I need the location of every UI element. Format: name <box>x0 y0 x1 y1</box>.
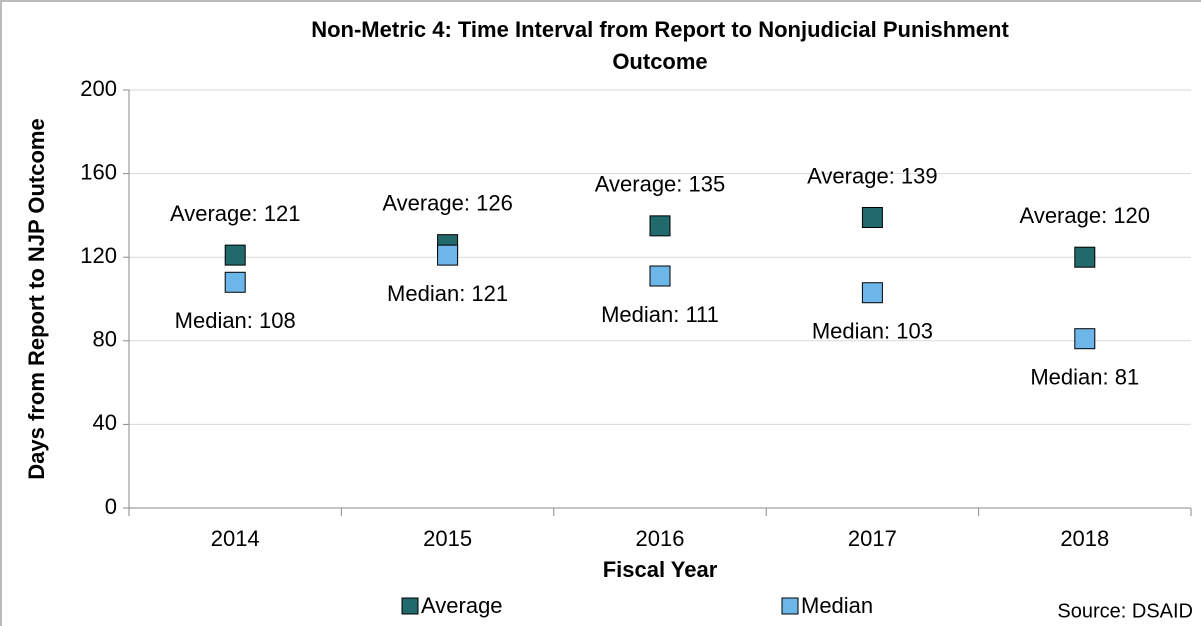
y-tick-label: 200 <box>80 76 117 101</box>
y-tick-label: 0 <box>105 494 117 519</box>
x-tick-label: 2017 <box>848 526 897 551</box>
marker <box>861 206 883 228</box>
data-label: Median: 103 <box>812 319 933 344</box>
source: Source: DSAID <box>1057 600 1193 622</box>
data-label: Median: 81 <box>1030 365 1139 390</box>
x-axis-title: Fiscal Year <box>603 557 718 582</box>
chart-title-line: Outcome <box>612 49 707 74</box>
legend-swatch <box>401 597 419 615</box>
data-label: Average: 126 <box>382 190 512 215</box>
y-tick-label: 120 <box>80 243 117 268</box>
marker <box>1074 328 1096 350</box>
marker <box>861 282 883 304</box>
marker <box>437 244 459 266</box>
x-tick-label: 2015 <box>423 526 472 551</box>
chart-title: Non-Metric 4: Time Interval from Report … <box>311 17 1009 74</box>
x-tick-label: 2016 <box>636 526 685 551</box>
data-label: Median: 111 <box>601 302 719 327</box>
y-tick-label: 80 <box>93 327 117 352</box>
data-label: Average: 120 <box>1020 203 1150 228</box>
y-tick-label: 40 <box>93 410 117 435</box>
legend-label: Median <box>801 593 873 618</box>
y-axis-title: Days from Report to NJP Outcome <box>24 118 49 479</box>
data-label: Average: 139 <box>807 163 937 188</box>
marker <box>224 271 246 293</box>
y-tick-label: 160 <box>80 159 117 184</box>
x-tick-label: 2018 <box>1060 526 1109 551</box>
marker <box>649 215 671 237</box>
data-label: Median: 121 <box>387 281 508 306</box>
data-label: Average: 121 <box>170 201 300 226</box>
chart-title: Non-Metric 4: Time Interval from Report … <box>311 17 1009 42</box>
x-tick-label: 2014 <box>211 526 260 551</box>
marker <box>224 244 246 266</box>
marker <box>1074 246 1096 268</box>
legend-swatch <box>781 597 799 615</box>
legend-label: Average <box>421 593 503 618</box>
data-label: Median: 108 <box>175 308 296 333</box>
marker <box>649 265 671 287</box>
data-label: Average: 135 <box>595 172 725 197</box>
